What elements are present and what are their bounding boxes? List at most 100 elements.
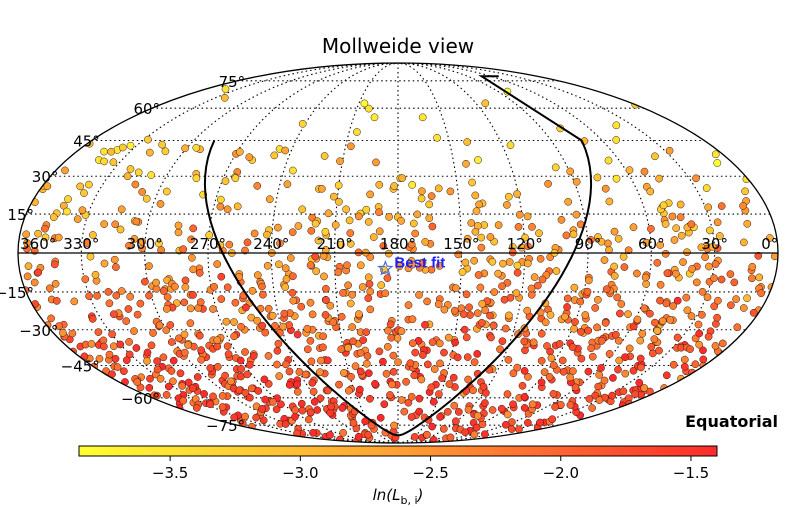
event-point (112, 263, 120, 271)
event-point (388, 380, 396, 389)
event-point (688, 265, 696, 273)
event-point (418, 187, 426, 196)
event-point (503, 390, 512, 398)
event-point (366, 190, 374, 199)
event-point (143, 357, 151, 365)
event-point (625, 344, 634, 353)
event-point (179, 396, 188, 405)
event-point (669, 302, 677, 310)
event-point (23, 272, 32, 281)
event-point (624, 310, 632, 318)
event-point (246, 393, 254, 402)
event-point (312, 267, 321, 276)
event-point (661, 220, 670, 228)
event-point (260, 375, 269, 384)
event-point (217, 295, 226, 303)
event-point (436, 359, 444, 368)
event-point (636, 354, 645, 363)
event-point (655, 174, 663, 183)
event-point (145, 383, 154, 392)
event-point (569, 230, 578, 239)
event-point (672, 269, 680, 278)
event-point (506, 141, 515, 150)
event-point (166, 321, 175, 329)
event-point (343, 261, 351, 270)
event-point (397, 216, 405, 225)
event-point (253, 316, 261, 325)
event-point (566, 373, 574, 382)
event-point (327, 402, 336, 411)
event-point (515, 425, 523, 434)
event-point (132, 344, 141, 352)
event-point (288, 228, 297, 237)
event-point (180, 348, 189, 357)
event-point (530, 273, 539, 281)
event-point (469, 386, 477, 395)
event-point (250, 229, 259, 238)
event-point (153, 357, 161, 365)
event-point (520, 337, 529, 346)
event-point (346, 299, 355, 308)
event-point (427, 383, 436, 392)
event-point (699, 346, 707, 355)
event-point (180, 298, 189, 307)
event-point (61, 166, 69, 175)
best-fit-star-icon (377, 259, 394, 276)
event-point (334, 268, 343, 277)
event-point (569, 367, 577, 375)
event-point (540, 368, 549, 376)
event-point (727, 301, 735, 310)
event-point (463, 234, 472, 243)
event-point (597, 337, 606, 345)
event-point (379, 242, 388, 250)
event-point (698, 310, 706, 319)
event-point (533, 281, 542, 290)
colorbar-label-main: ln(L (373, 486, 401, 504)
longitude-tick-label: 210° (317, 235, 353, 253)
event-point (68, 329, 77, 338)
event-point (600, 256, 609, 264)
event-point (661, 249, 670, 258)
event-point (389, 351, 398, 360)
event-point (153, 365, 162, 374)
event-point (612, 136, 621, 144)
event-point (54, 233, 63, 242)
event-point (513, 268, 522, 277)
event-point (133, 310, 142, 319)
event-point (34, 268, 43, 277)
event-point (653, 326, 662, 335)
event-point (282, 360, 290, 369)
event-point (436, 413, 444, 421)
event-point (122, 317, 131, 325)
event-point (583, 287, 592, 296)
event-point (363, 352, 372, 360)
event-point (369, 233, 378, 241)
event-point (410, 433, 419, 441)
event-point (708, 242, 717, 251)
event-point (178, 382, 187, 390)
event-point (118, 143, 127, 152)
event-point (95, 354, 104, 363)
event-point (274, 223, 282, 232)
event-point (364, 430, 373, 439)
event-point (473, 309, 482, 318)
event-point (486, 311, 494, 320)
longitude-tick-label: 120° (507, 235, 543, 253)
event-point (289, 166, 297, 175)
longitude-labels: 360° 330° 300° 270° 240° 210° 180° 150° 120° 90° 6… (20, 235, 778, 253)
event-point (577, 354, 586, 363)
event-point (418, 113, 427, 122)
event-point (89, 231, 97, 239)
event-point (345, 216, 354, 225)
event-point (692, 278, 701, 287)
event-point (464, 375, 472, 384)
event-point (571, 318, 579, 326)
event-point (216, 202, 225, 211)
event-point (537, 356, 546, 365)
event-point (297, 302, 306, 311)
event-point (411, 348, 420, 357)
event-point (281, 264, 290, 273)
event-point (186, 304, 195, 313)
event-point (595, 371, 604, 379)
event-point (504, 192, 513, 201)
